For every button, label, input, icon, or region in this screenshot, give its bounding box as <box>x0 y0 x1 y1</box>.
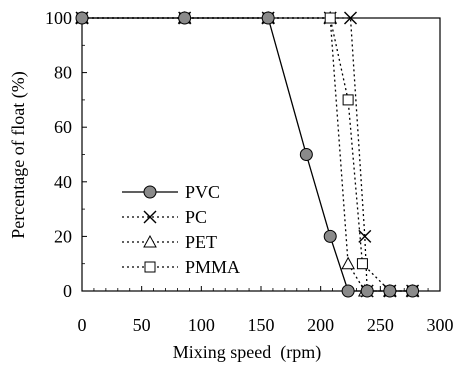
y-axis-title: Percentage of float (%) <box>8 71 29 238</box>
x-tick-label: 300 <box>427 315 454 335</box>
data-point-pvc <box>299 148 313 161</box>
series-line-pvc <box>82 17 413 292</box>
series-line-pet <box>82 17 413 292</box>
series-markers-pmma <box>76 12 419 297</box>
data-point-pc <box>358 229 372 243</box>
data-point-pvc <box>341 284 355 298</box>
data-point-pet <box>341 256 355 270</box>
plot-frame <box>81 17 441 292</box>
x-tick-label: 100 <box>188 315 215 335</box>
legend-marker-pc <box>143 210 157 224</box>
x-tick-label: 150 <box>248 315 275 335</box>
series-pc <box>82 17 413 292</box>
x-tick-label: 0 <box>78 315 87 335</box>
data-point-pmma <box>356 258 368 270</box>
y-tick-label: 0 <box>63 281 72 301</box>
data-point-pmma <box>342 94 354 106</box>
plot-border <box>81 17 441 292</box>
legend-item-pet: PET <box>122 232 217 252</box>
series-line-pc <box>82 17 413 292</box>
y-tick-label: 100 <box>45 8 72 28</box>
data-point-pvc <box>323 229 337 243</box>
data-point-pc <box>344 11 357 25</box>
x-tick-label: 50 <box>133 315 151 335</box>
x-ticks: 0 50 100 150 200 250 300 <box>78 286 454 335</box>
legend-label-pmma: PMMA <box>185 257 240 277</box>
data-point-pvc <box>383 284 397 298</box>
legend-marker-pet <box>143 234 157 248</box>
series-pvc <box>82 17 413 292</box>
legend-item-pmma: PMMA <box>122 257 240 277</box>
legend-item-pc: PC <box>122 207 207 227</box>
y-tick-label: 60 <box>54 117 72 137</box>
y-tick-label: 40 <box>54 172 72 192</box>
legend-label-pc: PC <box>185 207 207 227</box>
x-marker-stroke <box>358 229 372 243</box>
y-tick-label: 80 <box>54 63 72 83</box>
data-point-pmma <box>324 12 336 24</box>
data-point-pvc <box>75 11 89 25</box>
series-markers-pvc <box>75 11 420 298</box>
legend-marker-pvc <box>143 185 157 199</box>
legend-item-pvc: PVC <box>122 182 220 202</box>
x-tick-label: 200 <box>307 315 334 335</box>
legend-label-pvc: PVC <box>185 182 220 202</box>
y-tick-label: 20 <box>54 226 72 246</box>
series-markers-pet <box>75 10 420 297</box>
series-pmma <box>82 17 413 292</box>
y-ticks: 0 20 40 60 80 100 <box>45 8 87 301</box>
series-pet <box>82 17 413 292</box>
series-line-pmma <box>82 17 413 292</box>
legend-marker-pmma <box>144 261 156 273</box>
x-marker-stroke <box>344 11 357 25</box>
data-point-pvc <box>406 284 420 298</box>
data-point-pvc <box>360 284 374 298</box>
x-marker-stroke <box>143 210 157 224</box>
legend: PVC PC PET PMMA <box>122 182 240 277</box>
x-axis-title: Mixing speed (rpm) <box>173 342 321 363</box>
series-layer <box>75 10 420 298</box>
series-markers-pc <box>75 11 420 298</box>
data-point-pvc <box>178 11 192 25</box>
data-point-pvc <box>261 11 275 25</box>
legend-label-pet: PET <box>185 232 217 252</box>
x-tick-label: 250 <box>367 315 394 335</box>
